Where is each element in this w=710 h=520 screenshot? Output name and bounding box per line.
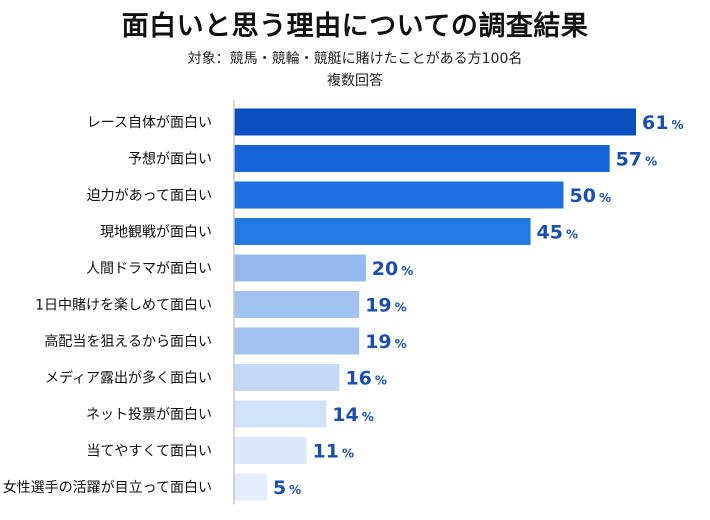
- chart-title: 面白いと思う理由についての調査結果: [121, 11, 589, 42]
- value-label: 14%: [332, 404, 373, 426]
- bar: [234, 327, 360, 355]
- value-label: 57%: [616, 149, 657, 171]
- category-label: 人間ドラマが面白い: [86, 261, 212, 277]
- bar: [234, 400, 327, 428]
- category-label: 現地観戦が面白い: [100, 224, 212, 241]
- value-label: 45%: [537, 222, 578, 244]
- bar: [234, 145, 610, 172]
- bar: [234, 218, 531, 245]
- category-label: 当てやすくて面白い: [86, 444, 212, 460]
- value-label: 16%: [345, 368, 386, 390]
- bar: [234, 364, 340, 391]
- value-label: 19%: [365, 295, 406, 317]
- category-label: 高配当を狙えるから面白い: [44, 333, 212, 350]
- category-label: 女性選手の活躍が目立って面白い: [3, 479, 212, 496]
- value-label: 61%: [642, 112, 683, 134]
- category-label: メディア露出が多く面白い: [45, 370, 212, 387]
- bar: [234, 181, 564, 209]
- bar: [234, 254, 366, 282]
- value-label: 50%: [570, 185, 611, 207]
- category-label: ネット投票が面白い: [86, 407, 212, 423]
- bar: [234, 437, 307, 464]
- chart-subtitle: 対象：競馬・競輪・競艇に賭けたことがある方100名: [187, 51, 523, 67]
- bar: [234, 291, 360, 318]
- value-label: 11%: [312, 441, 353, 463]
- category-label: 迫力があって面白い: [87, 188, 212, 204]
- bar: [234, 473, 267, 501]
- value-label: 20%: [372, 258, 413, 280]
- chart-subtitle-note: 複数回答: [327, 73, 383, 89]
- bar: [234, 108, 636, 136]
- bar-chart: レース自体が面白い 61 % 予想が面白い 57 % 迫力があって面白い 50 % 現地観戦が面白…: [3, 100, 683, 505]
- value-label: 19%: [365, 331, 406, 353]
- category-label: レース自体が面白い: [87, 115, 212, 131]
- value-label: 5%: [273, 477, 301, 499]
- category-label: 1日中賭けを楽しめて面白い: [35, 298, 212, 314]
- category-label: 予想が面白い: [128, 152, 212, 168]
